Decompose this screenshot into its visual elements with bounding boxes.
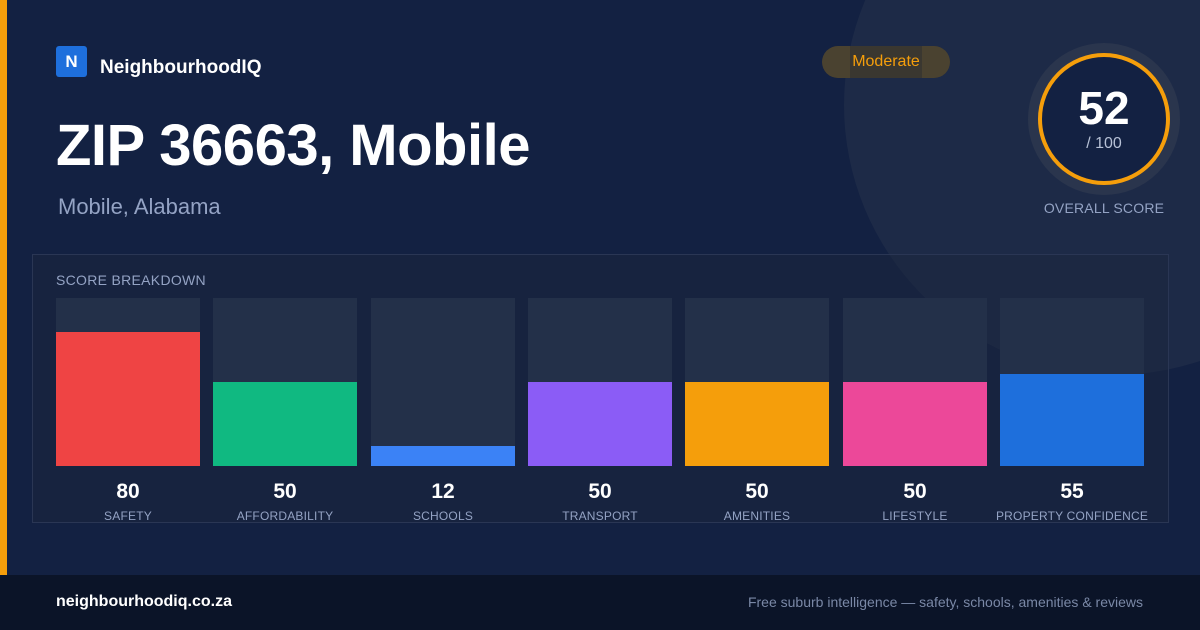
score-bar-value: 50 (745, 480, 769, 503)
score-bar-track (56, 298, 200, 466)
score-bar-fill (213, 382, 357, 466)
score-bar-track (528, 298, 672, 466)
footer (0, 575, 1200, 630)
score-bar-fill (371, 446, 515, 466)
score-gauge: 52 / 100 (1038, 53, 1170, 185)
score-bar-track (371, 298, 515, 466)
score-bar-value: 12 (431, 480, 455, 503)
overall-score-max: / 100 (1086, 135, 1122, 152)
page-title: ZIP 36663, Mobile (56, 113, 530, 178)
score-bar-fill (1000, 374, 1144, 466)
score-breakdown-title: SCORE BREAKDOWN (56, 272, 206, 288)
score-bar-track (1000, 298, 1144, 466)
rating-badge: Moderate (822, 46, 950, 78)
location-subtitle: Mobile, Alabama (58, 194, 221, 219)
score-bar-label: AFFORDABILITY (236, 509, 334, 523)
brand-name: NeighbourhoodIQ (100, 57, 262, 78)
score-bar-label: PROPERTY CONFIDENCE (995, 509, 1149, 523)
score-bar-label: LIFESTYLE (882, 509, 948, 523)
brand-logo: N (56, 46, 87, 77)
score-bar-track (213, 298, 357, 466)
score-bar-label: SCHOOLS (412, 509, 474, 523)
accent-bar (0, 0, 7, 575)
overall-score-value: 52 (1078, 82, 1130, 134)
score-bar-track (685, 298, 829, 466)
rating-badge-label: Moderate (852, 53, 920, 70)
score-bar-track (843, 298, 987, 466)
score-bar-label: TRANSPORT (562, 509, 638, 523)
score-bar-fill (528, 382, 672, 466)
score-bar-value: 50 (588, 480, 612, 503)
score-bar-value: 80 (116, 480, 140, 503)
score-bar-fill (685, 382, 829, 466)
score-bar-label: SAFETY (104, 509, 152, 523)
score-bar-value: 50 (903, 480, 927, 503)
footer-tagline: Free suburb intelligence — safety, schoo… (747, 594, 1143, 610)
score-bar-fill (56, 332, 200, 466)
score-bar-value: 55 (1060, 480, 1084, 503)
overall-score-label: OVERALL SCORE (1043, 200, 1165, 216)
score-bar-fill (843, 382, 987, 466)
footer-domain: neighbourhoodiq.co.za (56, 593, 232, 610)
score-bar-value: 50 (273, 480, 297, 503)
score-bar-label: AMENITIES (723, 509, 791, 523)
